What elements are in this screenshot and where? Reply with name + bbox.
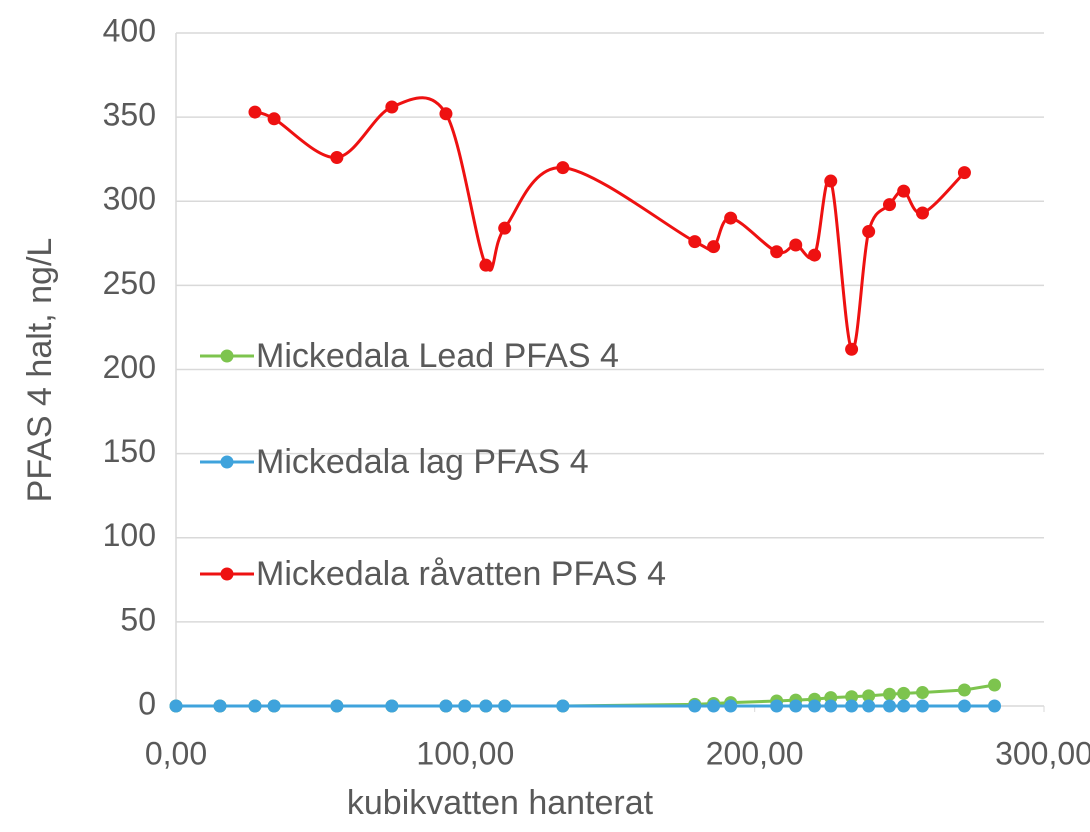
x-axis-label: kubikvatten hanterat: [347, 784, 654, 822]
y-tick-label: 350: [103, 97, 156, 133]
data-point: [808, 699, 822, 713]
data-point: [556, 161, 570, 175]
legend-marker: [220, 455, 234, 469]
data-point: [882, 198, 896, 212]
data-point: [808, 248, 822, 262]
data-point: [957, 166, 971, 180]
data-point: [330, 151, 344, 165]
data-point: [845, 699, 859, 713]
data-point: [724, 699, 738, 713]
data-point: [458, 699, 472, 713]
data-point: [988, 699, 1002, 713]
x-tick-label: 200,00: [706, 735, 804, 771]
data-point: [845, 342, 859, 356]
y-tick-label: 100: [103, 517, 156, 553]
legend-label: Mickedala råvatten PFAS 4: [256, 555, 667, 593]
data-point: [770, 245, 784, 259]
legend-marker: [220, 567, 234, 581]
data-point: [498, 221, 512, 235]
data-point: [915, 206, 929, 220]
data-point: [897, 699, 911, 713]
data-point: [988, 678, 1002, 692]
y-tick-label: 0: [138, 685, 156, 721]
data-point: [707, 240, 721, 254]
data-point: [915, 686, 929, 700]
y-tick-label: 250: [103, 265, 156, 301]
data-point: [439, 699, 453, 713]
data-point: [248, 105, 262, 119]
data-point: [770, 699, 784, 713]
data-point: [789, 238, 803, 252]
data-point: [385, 699, 399, 713]
data-point: [862, 689, 876, 703]
data-point: [707, 699, 721, 713]
data-point: [824, 174, 838, 188]
legend-marker: [220, 349, 234, 363]
y-tick-label: 150: [103, 433, 156, 469]
data-point: [248, 699, 262, 713]
x-tick-label: 0,00: [145, 735, 207, 771]
data-point: [789, 699, 803, 713]
data-point: [957, 699, 971, 713]
data-point: [897, 686, 911, 700]
data-point: [267, 699, 281, 713]
data-point: [862, 699, 876, 713]
data-point: [862, 225, 876, 239]
y-tick-label: 50: [120, 601, 156, 637]
data-point: [267, 112, 281, 126]
data-point: [824, 699, 838, 713]
data-point: [688, 235, 702, 249]
y-tick-label: 300: [103, 181, 156, 217]
data-point: [915, 699, 929, 713]
data-point: [479, 699, 493, 713]
data-point: [882, 699, 896, 713]
y-tick-label: 400: [103, 12, 156, 48]
data-point: [213, 699, 227, 713]
data-point: [897, 184, 911, 198]
data-point: [724, 211, 738, 225]
data-point: [957, 683, 971, 697]
y-tick-label: 200: [103, 349, 156, 385]
data-point: [498, 699, 512, 713]
x-tick-label: 100,00: [416, 735, 514, 771]
series-line: [254, 96, 966, 351]
legend-label: Mickedala lag PFAS 4: [256, 443, 589, 481]
x-tick-label: 300,00: [995, 735, 1090, 771]
data-point: [556, 699, 570, 713]
data-point: [169, 699, 183, 713]
data-point: [882, 687, 896, 701]
data-point: [385, 100, 399, 114]
y-axis-label: PFAS 4 halt, ng/L: [21, 238, 59, 503]
data-point: [845, 690, 859, 704]
data-point: [688, 699, 702, 713]
data-point: [330, 699, 344, 713]
legend-label: Mickedala Lead PFAS 4: [256, 337, 619, 375]
data-point: [479, 258, 493, 272]
data-point: [439, 107, 453, 121]
